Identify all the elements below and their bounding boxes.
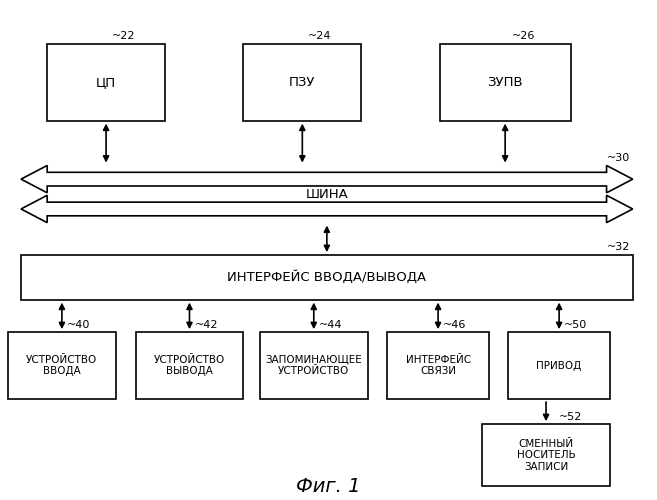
Text: ИНТЕРФЕЙС ВВОДА/ВЫВОДА: ИНТЕРФЕЙС ВВОДА/ВЫВОДА xyxy=(227,270,426,284)
Text: ЗУПВ: ЗУПВ xyxy=(487,76,523,88)
FancyBboxPatch shape xyxy=(440,44,570,120)
Polygon shape xyxy=(21,196,633,222)
FancyBboxPatch shape xyxy=(482,424,610,486)
Text: ЗАПОМИНАЮЩЕЕ
УСТРОЙСТВО: ЗАПОМИНАЮЩЕЕ УСТРОЙСТВО xyxy=(265,355,362,376)
Text: СМЕННЫЙ
НОСИТЕЛЬ
ЗАПИСИ: СМЕННЫЙ НОСИТЕЛЬ ЗАПИСИ xyxy=(516,438,576,472)
Text: ЦП: ЦП xyxy=(96,76,116,88)
Text: ШИНА: ШИНА xyxy=(306,188,348,200)
FancyBboxPatch shape xyxy=(509,332,610,399)
FancyBboxPatch shape xyxy=(135,332,244,399)
FancyBboxPatch shape xyxy=(21,255,633,300)
FancyBboxPatch shape xyxy=(244,44,361,120)
Polygon shape xyxy=(21,166,633,193)
Text: ~50: ~50 xyxy=(564,320,587,330)
Text: Фиг. 1: Фиг. 1 xyxy=(296,477,361,496)
FancyBboxPatch shape xyxy=(47,44,165,120)
Text: ~30: ~30 xyxy=(606,153,630,163)
Text: ~40: ~40 xyxy=(67,320,91,330)
Text: ПРИВОД: ПРИВОД xyxy=(537,360,581,370)
Text: ~26: ~26 xyxy=(512,31,535,41)
Text: ~22: ~22 xyxy=(112,31,135,41)
FancyBboxPatch shape xyxy=(388,332,489,399)
Text: ПЗУ: ПЗУ xyxy=(289,76,315,88)
Text: ~24: ~24 xyxy=(308,31,332,41)
Text: ИНТЕРФЕЙС
СВЯЗИ: ИНТЕРФЕЙС СВЯЗИ xyxy=(405,355,470,376)
Text: ~44: ~44 xyxy=(319,320,343,330)
Text: УСТРОЙСТВО
ВЫВОДА: УСТРОЙСТВО ВЫВОДА xyxy=(154,355,225,376)
FancyBboxPatch shape xyxy=(260,332,368,399)
Text: ~32: ~32 xyxy=(606,242,630,252)
Text: УСТРОЙСТВО
ВВОДА: УСТРОЙСТВО ВВОДА xyxy=(26,355,97,376)
Text: ~52: ~52 xyxy=(559,412,582,422)
Text: ~42: ~42 xyxy=(195,320,218,330)
Text: ~46: ~46 xyxy=(443,320,466,330)
FancyBboxPatch shape xyxy=(8,332,116,399)
